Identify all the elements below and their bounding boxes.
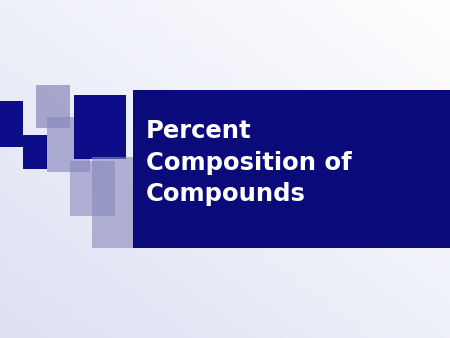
- Bar: [23, 135, 47, 169]
- Bar: [70, 161, 115, 216]
- Bar: [133, 90, 450, 248]
- Bar: [0, 101, 23, 147]
- Bar: [74, 95, 126, 159]
- Bar: [92, 157, 133, 248]
- Text: Percent
Composition of
Compounds: Percent Composition of Compounds: [146, 119, 352, 206]
- Bar: [36, 84, 70, 128]
- Bar: [47, 117, 90, 172]
